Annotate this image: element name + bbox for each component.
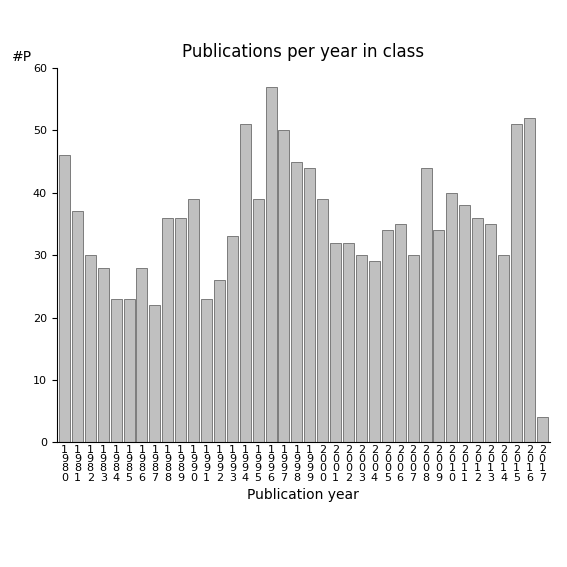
Bar	[201, 299, 212, 442]
Bar	[369, 261, 380, 442]
Bar	[59, 155, 70, 442]
Bar	[408, 255, 418, 442]
Bar	[356, 255, 367, 442]
Bar	[227, 236, 238, 442]
Bar	[511, 124, 522, 442]
Bar	[433, 230, 445, 442]
X-axis label: Publication year: Publication year	[247, 488, 359, 502]
Bar	[472, 218, 483, 442]
Bar	[317, 199, 328, 442]
Bar	[485, 224, 496, 442]
Bar	[265, 87, 277, 442]
Bar	[162, 218, 174, 442]
Bar	[98, 268, 109, 442]
Bar	[330, 243, 341, 442]
Bar	[395, 224, 405, 442]
Bar	[278, 130, 290, 442]
Y-axis label: #P: #P	[12, 50, 32, 64]
Bar	[149, 305, 160, 442]
Bar	[111, 299, 121, 442]
Bar	[253, 199, 264, 442]
Bar	[421, 168, 431, 442]
Bar	[446, 193, 458, 442]
Bar	[382, 230, 393, 442]
Bar	[537, 417, 548, 442]
Bar	[459, 205, 470, 442]
Bar	[240, 124, 251, 442]
Bar	[175, 218, 186, 442]
Bar	[85, 255, 96, 442]
Bar	[291, 162, 302, 442]
Title: Publications per year in class: Publications per year in class	[182, 43, 425, 61]
Bar	[498, 255, 509, 442]
Bar	[214, 280, 225, 442]
Bar	[304, 168, 315, 442]
Bar	[124, 299, 134, 442]
Bar	[343, 243, 354, 442]
Bar	[524, 118, 535, 442]
Bar	[72, 211, 83, 442]
Bar	[137, 268, 147, 442]
Bar	[188, 199, 199, 442]
